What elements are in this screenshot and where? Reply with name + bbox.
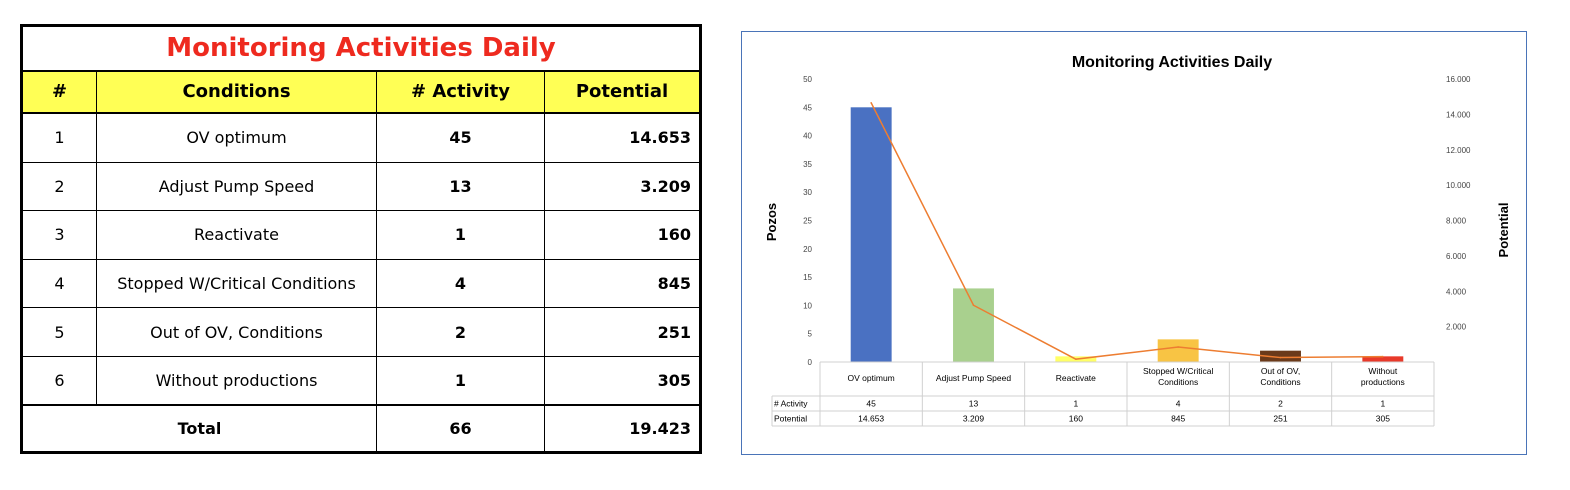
y-tick-right: 10.000	[1446, 181, 1471, 190]
line-point	[1279, 356, 1282, 359]
header-potential: Potential	[544, 70, 700, 115]
bar	[953, 288, 994, 362]
row-activity: 1	[376, 355, 545, 406]
line-point	[1382, 355, 1384, 358]
row-potential: 160	[544, 210, 700, 260]
combo-chart: Monitoring Activities Daily Pozos Potent…	[764, 54, 1511, 427]
category-label: productions	[1361, 377, 1405, 387]
bar	[1362, 356, 1404, 362]
y-tick-right: 8.000	[1446, 217, 1467, 226]
y-tick-left: 35	[803, 160, 812, 169]
y-tick-right: 14.000	[1446, 110, 1471, 119]
data-table-row-label: # Activity	[774, 399, 808, 409]
data-table-cell: 1	[1380, 399, 1385, 409]
y-tick-left: 5	[808, 330, 813, 339]
line-point	[972, 304, 975, 307]
row-num: 5	[22, 307, 97, 357]
row-potential: 14.653	[544, 112, 700, 163]
category-label: Without	[1368, 366, 1397, 376]
category-label: Reactivate	[1056, 373, 1096, 383]
y-tick-left: 25	[803, 217, 812, 226]
line-point	[870, 102, 872, 104]
data-table-cell: 305	[1376, 414, 1390, 424]
row-condition: OV optimum	[96, 112, 377, 163]
y-tick-left: 40	[803, 132, 812, 141]
total-activity: 66	[376, 404, 545, 453]
data-table-cell: 45	[866, 399, 876, 409]
row-potential: 3.209	[544, 161, 700, 212]
table-row: 5 Out of OV, Conditions 2 251	[22, 307, 700, 357]
row-condition: Without productions	[96, 355, 377, 406]
y-tick-left: 45	[803, 103, 812, 112]
row-activity: 2	[376, 307, 545, 357]
y-tick-left: 15	[803, 273, 812, 282]
category-label: Conditions	[1158, 377, 1198, 387]
row-num: 3	[22, 210, 97, 260]
row-activity: 1	[376, 210, 545, 260]
row-condition: Adjust Pump Speed	[96, 161, 377, 212]
y-tick-right: 6.000	[1446, 252, 1467, 261]
y-tick-left: 10	[803, 301, 812, 310]
table-row: 6 Without productions 1 305	[22, 355, 700, 406]
category-label: OV optimum	[848, 373, 895, 383]
table-row: 3 Reactivate 1 160	[22, 210, 700, 260]
y-tick-right: 12.000	[1446, 146, 1471, 155]
line-point	[1177, 346, 1179, 348]
table-row: 2 Adjust Pump Speed 13 3.209	[22, 161, 700, 212]
row-activity: 4	[376, 258, 545, 309]
row-num: 1	[22, 112, 97, 163]
data-table-cell: 13	[969, 399, 979, 409]
data-table-cell: 1	[1073, 399, 1078, 409]
data-table-cell: 251	[1273, 414, 1287, 424]
row-condition: Out of OV, Conditions	[96, 307, 377, 357]
row-activity: 45	[376, 112, 545, 163]
table-row: 1 OV optimum 45 14.653	[22, 112, 700, 163]
header-num: #	[22, 70, 97, 115]
row-num: 4	[22, 258, 97, 309]
y-tick-left: 50	[803, 75, 812, 84]
row-condition: Stopped W/Critical Conditions	[96, 258, 377, 309]
bar	[1260, 350, 1301, 362]
data-table-cell: 160	[1069, 414, 1083, 424]
row-num: 2	[22, 161, 97, 212]
row-condition: Reactivate	[96, 210, 377, 260]
y-tick-left: 0	[808, 358, 813, 367]
row-potential: 305	[544, 355, 700, 406]
total-row: Total 66 19.423	[22, 404, 700, 453]
row-num: 6	[22, 355, 97, 406]
data-table-cell: 14.653	[858, 414, 884, 424]
monitoring-table: Monitoring Activities Daily # Conditions…	[20, 24, 702, 454]
line-point	[1075, 358, 1077, 360]
potential-line	[870, 102, 1383, 360]
row-potential: 251	[544, 307, 700, 357]
y-axis-label-left: Pozos	[764, 203, 779, 241]
header-activity: # Activity	[376, 70, 545, 115]
y-axis-label-right: Potential	[1496, 203, 1511, 258]
table-title: Monitoring Activities Daily	[22, 25, 700, 72]
data-table-row-label: Potential	[774, 414, 807, 424]
y-tick-left: 30	[803, 188, 812, 197]
row-activity: 13	[376, 161, 545, 212]
data-table-cell: 2	[1278, 399, 1283, 409]
data-table-cell: 3.209	[963, 414, 985, 424]
row-potential: 845	[544, 258, 700, 309]
category-label: Conditions	[1260, 377, 1300, 387]
header-conditions: Conditions	[96, 70, 377, 115]
bar	[850, 107, 892, 362]
data-table-cell: 4	[1176, 399, 1181, 409]
chart-panel: Monitoring Activities Daily Pozos Potent…	[741, 31, 1527, 455]
chart-title: Monitoring Activities Daily	[1072, 54, 1272, 71]
y-tick-right: 4.000	[1446, 287, 1467, 296]
y-tick-right: 16.000	[1446, 75, 1471, 84]
total-label: Total	[22, 404, 377, 453]
data-table-cell: 845	[1171, 414, 1185, 424]
bar	[1157, 339, 1199, 362]
table-row: 4 Stopped W/Critical Conditions 4 845	[22, 258, 700, 309]
y-tick-left: 20	[803, 245, 812, 254]
category-label: Out of OV,	[1261, 366, 1300, 376]
total-potential: 19.423	[544, 404, 700, 453]
category-label: Adjust Pump Speed	[936, 373, 1011, 383]
category-label: Stopped W/Critical	[1143, 366, 1213, 376]
y-tick-right: 2.000	[1446, 323, 1467, 332]
